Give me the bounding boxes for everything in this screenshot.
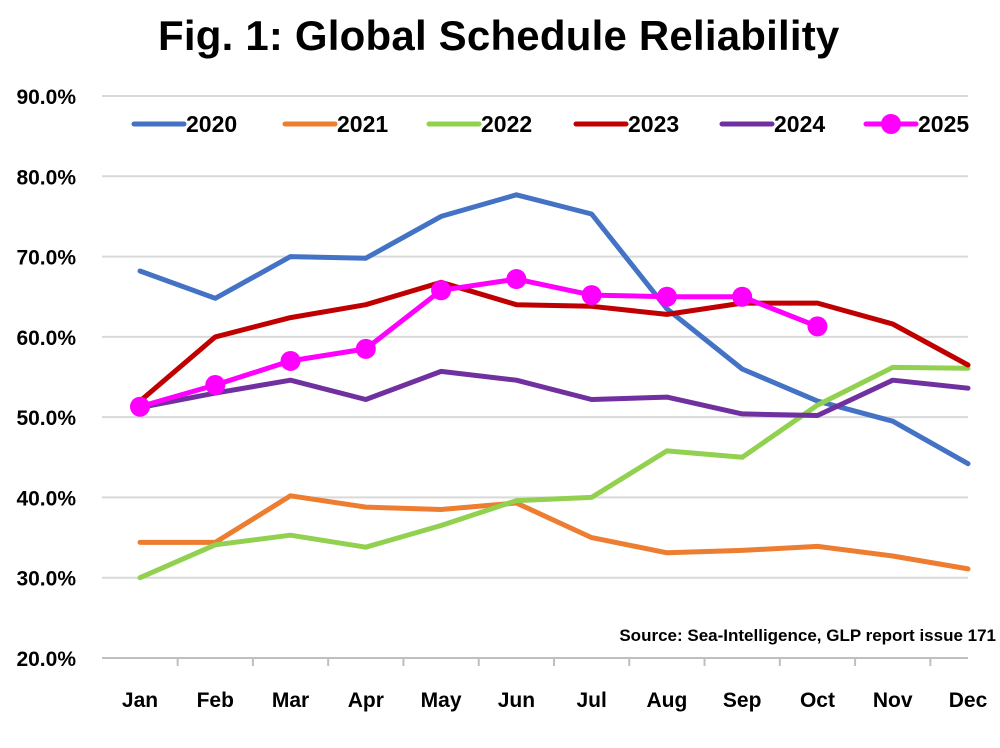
data-point-2025 bbox=[732, 286, 753, 307]
legend-label-2024: 2024 bbox=[774, 111, 825, 137]
y-tick-label: 50.0% bbox=[16, 407, 76, 430]
axes: 20.0% 30.0% 40.0% 50.0% 60.0% 70.0% 80.0% 90.0%… bbox=[16, 86, 987, 712]
legend-label-2020: 2020 bbox=[186, 111, 237, 137]
data-point-2025 bbox=[506, 269, 527, 290]
data-point-2025 bbox=[807, 316, 828, 337]
series-line-2023 bbox=[137, 279, 971, 404]
y-tick-label: 60.0% bbox=[16, 327, 76, 350]
x-tick-label: Jun bbox=[498, 689, 535, 712]
series-line-2025 bbox=[137, 276, 820, 410]
y-tick-label: 70.0% bbox=[16, 247, 76, 270]
chart-title: Fig. 1: Global Schedule Reliability bbox=[158, 12, 840, 59]
data-point-2025 bbox=[656, 286, 677, 307]
series-lines bbox=[130, 192, 971, 581]
x-tick-label: May bbox=[421, 689, 462, 712]
x-tick-label: Apr bbox=[348, 689, 384, 712]
data-point-2025 bbox=[355, 338, 376, 359]
legend-label-2021: 2021 bbox=[337, 111, 388, 137]
legend-label-2023: 2023 bbox=[628, 111, 679, 137]
y-tick-label: 80.0% bbox=[16, 166, 76, 189]
x-tick-label: Jan bbox=[122, 689, 158, 712]
data-point-2025 bbox=[130, 396, 150, 417]
x-tick-label: Mar bbox=[272, 689, 309, 712]
x-tick-label: Dec bbox=[949, 689, 988, 712]
data-point-2025 bbox=[205, 375, 226, 396]
x-tick-label: Jul bbox=[576, 689, 606, 712]
legend: 2020 2021 2022 2023 2024 2025 bbox=[131, 111, 969, 137]
x-tick-label: Aug bbox=[646, 689, 687, 712]
series-line-2021 bbox=[137, 493, 971, 572]
y-tick-label: 40.0% bbox=[16, 487, 76, 510]
x-tick-label: Oct bbox=[800, 689, 835, 712]
legend-marker-2025 bbox=[881, 114, 901, 134]
series-line-2020 bbox=[137, 192, 971, 467]
source-note: Source: Sea-Intelligence, GLP report iss… bbox=[619, 626, 996, 645]
y-tick-label: 30.0% bbox=[16, 568, 76, 591]
series-line-2024 bbox=[137, 368, 971, 418]
x-tick-label: Sep bbox=[723, 689, 762, 712]
y-tick-label: 90.0% bbox=[16, 86, 76, 109]
x-tick-label: Nov bbox=[873, 689, 913, 712]
legend-label-2022: 2022 bbox=[481, 111, 532, 137]
y-tick-label: 20.0% bbox=[16, 648, 76, 671]
x-tick-label: Feb bbox=[197, 689, 234, 712]
chart-title-bar: Fig. 1: Global Schedule Reliability bbox=[0, 12, 1000, 72]
legend-label-2025: 2025 bbox=[918, 111, 969, 137]
data-point-2025 bbox=[280, 350, 301, 371]
series-line-2022 bbox=[137, 364, 971, 581]
data-point-2025 bbox=[581, 285, 602, 306]
gridlines bbox=[102, 95, 968, 579]
data-point-2025 bbox=[431, 280, 452, 301]
